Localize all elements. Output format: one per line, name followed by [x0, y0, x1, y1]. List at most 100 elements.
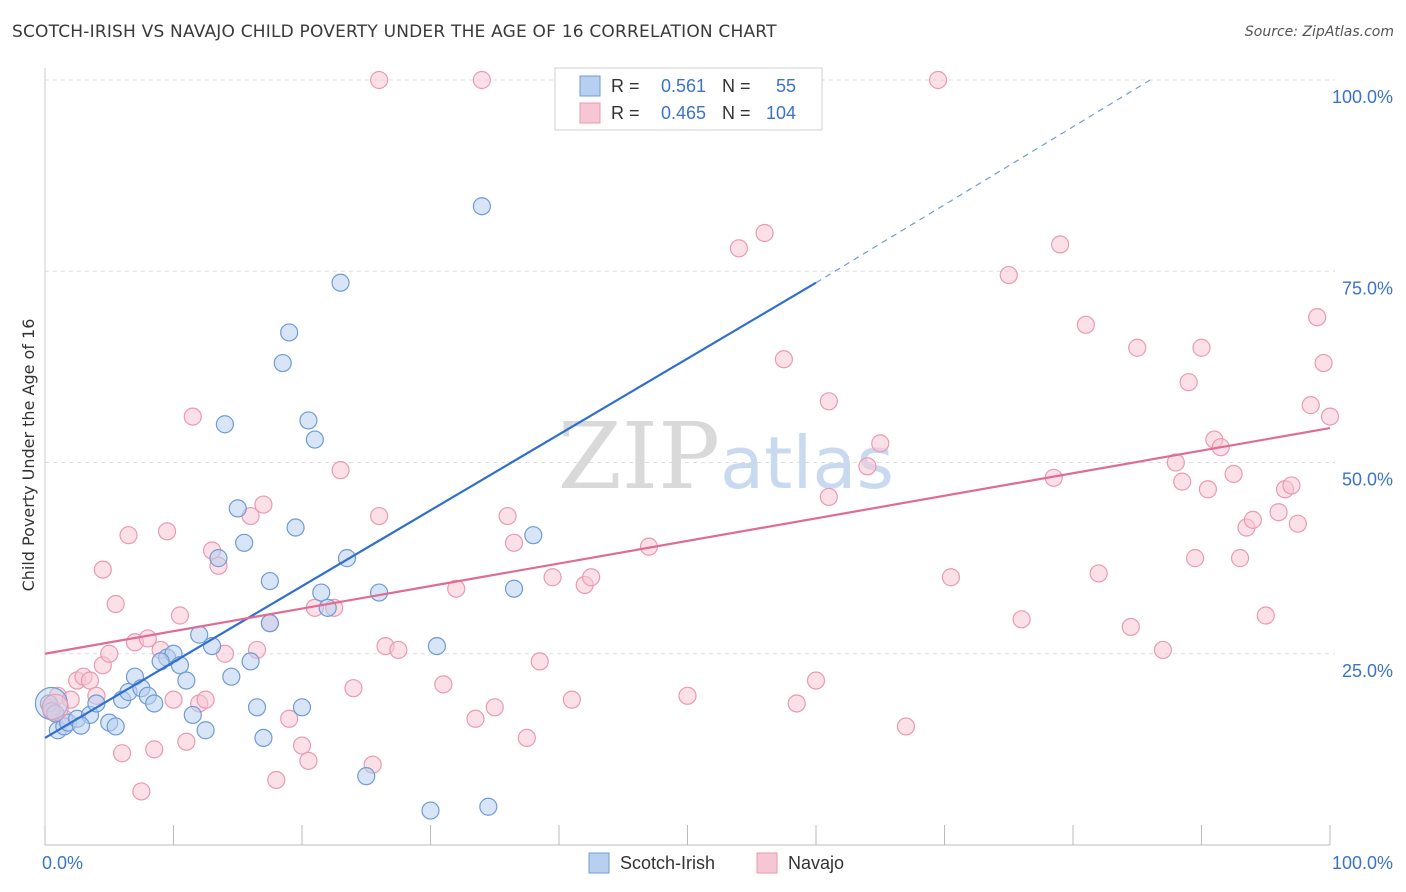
legend-r-label: R = — [611, 76, 640, 96]
navajo-point — [331, 461, 350, 480]
navajo-point — [1269, 503, 1288, 522]
navajo-point — [858, 457, 877, 476]
scotch-irish-point — [286, 518, 305, 537]
legend-n-value-navajo: 104 — [766, 103, 796, 123]
point-layer — [34, 70, 1340, 820]
bottom-legend-swatch-navajo — [756, 852, 778, 874]
navajo-point — [119, 526, 138, 545]
navajo-point — [1192, 338, 1211, 357]
navajo-point — [164, 690, 183, 709]
navajo-point — [434, 675, 453, 694]
navajo-point — [1173, 472, 1192, 491]
navajo-point — [1320, 407, 1340, 426]
navajo-point — [755, 223, 774, 243]
scotch-irish-point — [299, 411, 318, 430]
scotch-irish-point — [209, 549, 228, 568]
navajo-point — [819, 487, 838, 507]
navajo-point — [1121, 617, 1140, 637]
y-tick-label: 25.0% — [1342, 661, 1393, 681]
scotch-irish-point — [228, 499, 247, 518]
bottom-legend-label-navajo: Navajo — [788, 853, 844, 873]
scotch-irish-point — [215, 415, 234, 434]
navajo-point — [100, 644, 119, 663]
navajo-point — [93, 560, 112, 579]
navajo-point — [530, 652, 549, 671]
scotch-irish-point — [331, 273, 350, 292]
navajo-point — [170, 606, 190, 625]
navajo-point — [196, 690, 215, 709]
scotch-irish-point — [260, 614, 279, 633]
scotch-irish-point — [479, 797, 498, 816]
watermark-zip: ZIP — [558, 403, 720, 510]
navajo-point — [344, 679, 363, 698]
navajo-point — [774, 350, 793, 369]
navajo-point — [1185, 549, 1205, 568]
navajo-point — [582, 568, 601, 587]
navajo-point — [1012, 610, 1031, 629]
navajo-point — [928, 70, 948, 90]
scotch-irish-point — [280, 323, 299, 342]
navajo-point — [485, 698, 504, 717]
navajo-point — [254, 495, 273, 514]
scotch-irish-point — [183, 705, 202, 725]
navajo-point — [466, 709, 485, 728]
navajo-point — [370, 70, 389, 90]
navajo-point — [896, 717, 916, 736]
scotch-irish-point — [273, 353, 292, 373]
scotch-irish-point — [177, 671, 196, 690]
navajo-point — [292, 736, 312, 755]
scotch-irish-point — [196, 721, 215, 740]
navajo-point — [543, 568, 562, 587]
navajo-point — [562, 690, 581, 709]
x-tick-label: 0.0% — [42, 853, 83, 873]
legend-swatch-navajo — [579, 102, 601, 124]
scotch-irish-point — [472, 197, 491, 216]
legend-box: R = 0.561 N = 55 R = 0.465 N = 104 — [554, 67, 823, 131]
grid-layer — [45, 79, 1335, 655]
legend-n-label: N = — [722, 76, 751, 96]
legend-r-value-navajo: 0.465 — [661, 103, 706, 123]
navajo-point — [729, 239, 749, 258]
y-tick-label: 75.0% — [1342, 278, 1393, 298]
navajo-point — [145, 740, 164, 759]
axis-layer: 100.0% 75.0% 50.0% 25.0% 0.0% 100.0% — [42, 68, 1393, 873]
scotch-irish-trend-line — [44, 281, 817, 739]
scotch-irish-point — [370, 583, 389, 602]
scotch-irish-point — [106, 717, 125, 736]
navajo-point — [1198, 480, 1218, 499]
scotch-irish-point — [318, 598, 337, 617]
legend-swatch-scotch-irish — [579, 75, 601, 97]
navajo-point — [999, 265, 1018, 285]
navajo-point — [472, 70, 491, 90]
bottom-legend: Scotch-Irish Navajo — [588, 852, 844, 874]
navajo-point — [1179, 373, 1198, 392]
legend-r-label-2: R = — [611, 103, 640, 123]
navajo-point — [61, 690, 80, 709]
scotch-irish-trend-extension — [815, 79, 1151, 284]
navajo-point — [106, 594, 125, 614]
scotch-irish-point — [357, 767, 376, 786]
navajo-point — [1089, 564, 1108, 583]
navajo-point — [1301, 396, 1320, 415]
navajo-point — [787, 694, 806, 713]
chart-title: SCOTCH-IRISH VS NAVAJO CHILD POVERTY UND… — [12, 22, 777, 42]
trend-layer — [44, 79, 1331, 739]
navajo-point — [1288, 514, 1307, 533]
bottom-legend-swatch-scotch-irish — [588, 852, 610, 874]
navajo-point — [177, 732, 196, 751]
scotch-irish-point — [421, 801, 440, 820]
navajo-point — [280, 709, 299, 728]
navajo-point — [80, 671, 100, 690]
navajo-point — [1153, 640, 1173, 660]
scotch-irish-point — [241, 652, 260, 671]
scotch-irish-point — [254, 728, 273, 748]
navajo-point — [370, 506, 389, 526]
navajo-point — [183, 407, 202, 426]
navajo-point — [1076, 315, 1095, 334]
scotch-irish-point — [427, 636, 447, 656]
navajo-point — [157, 522, 177, 541]
navajo-point — [504, 533, 524, 552]
navajo-point — [806, 671, 826, 690]
navajo-point — [112, 744, 132, 763]
